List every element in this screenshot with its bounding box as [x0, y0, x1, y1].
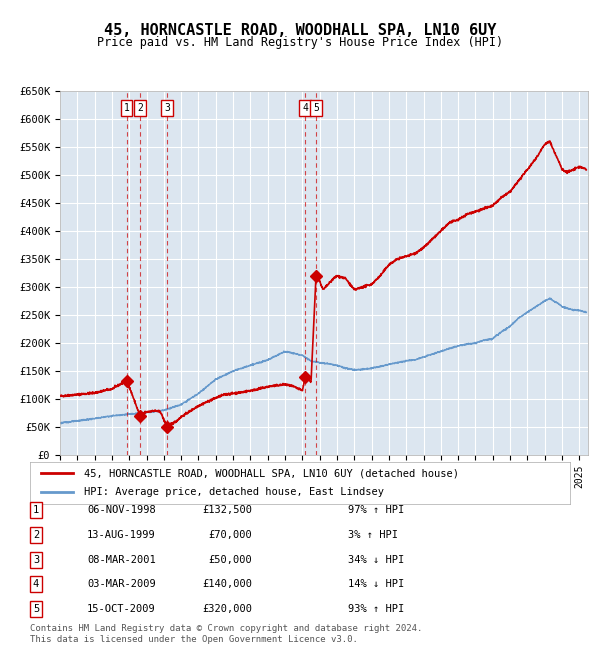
Text: 34% ↓ HPI: 34% ↓ HPI: [348, 554, 404, 565]
Text: £132,500: £132,500: [202, 505, 252, 515]
Text: 06-NOV-1998: 06-NOV-1998: [87, 505, 156, 515]
Text: 3% ↑ HPI: 3% ↑ HPI: [348, 530, 398, 540]
Text: 1: 1: [124, 103, 130, 113]
Text: 5: 5: [313, 103, 319, 113]
Text: £140,000: £140,000: [202, 579, 252, 590]
Text: 03-MAR-2009: 03-MAR-2009: [87, 579, 156, 590]
Text: 1: 1: [33, 505, 39, 515]
Text: 2: 2: [33, 530, 39, 540]
Text: 13-AUG-1999: 13-AUG-1999: [87, 530, 156, 540]
Text: Price paid vs. HM Land Registry's House Price Index (HPI): Price paid vs. HM Land Registry's House …: [97, 36, 503, 49]
Text: 15-OCT-2009: 15-OCT-2009: [87, 604, 156, 614]
Text: 45, HORNCASTLE ROAD, WOODHALL SPA, LN10 6UY: 45, HORNCASTLE ROAD, WOODHALL SPA, LN10 …: [104, 23, 496, 38]
Text: 93% ↑ HPI: 93% ↑ HPI: [348, 604, 404, 614]
Text: 2: 2: [137, 103, 143, 113]
Text: 45, HORNCASTLE ROAD, WOODHALL SPA, LN10 6UY (detached house): 45, HORNCASTLE ROAD, WOODHALL SPA, LN10 …: [84, 469, 459, 478]
Text: £50,000: £50,000: [208, 554, 252, 565]
Text: 08-MAR-2001: 08-MAR-2001: [87, 554, 156, 565]
Text: Contains HM Land Registry data © Crown copyright and database right 2024.
This d: Contains HM Land Registry data © Crown c…: [30, 624, 422, 644]
Text: 5: 5: [33, 604, 39, 614]
Text: 97% ↑ HPI: 97% ↑ HPI: [348, 505, 404, 515]
Text: 4: 4: [302, 103, 308, 113]
Text: £70,000: £70,000: [208, 530, 252, 540]
Text: HPI: Average price, detached house, East Lindsey: HPI: Average price, detached house, East…: [84, 487, 384, 497]
Text: 3: 3: [33, 554, 39, 565]
Text: 3: 3: [164, 103, 170, 113]
Text: 4: 4: [33, 579, 39, 590]
Text: 14% ↓ HPI: 14% ↓ HPI: [348, 579, 404, 590]
Text: £320,000: £320,000: [202, 604, 252, 614]
